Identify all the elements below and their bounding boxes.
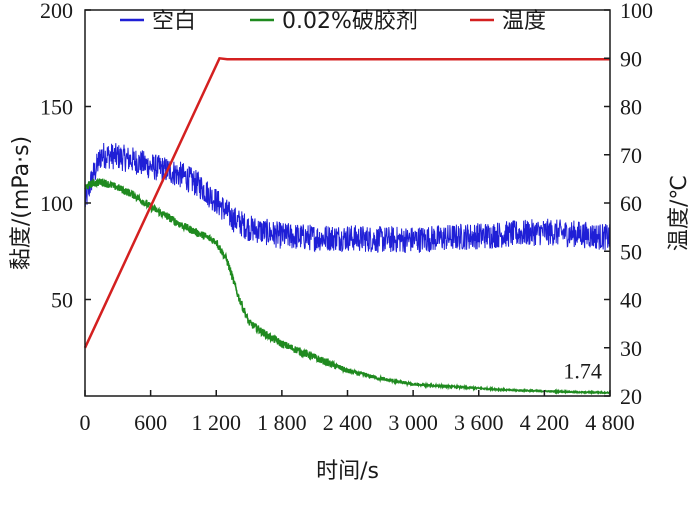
y-right-tick-label: 50 xyxy=(620,239,642,264)
y-right-tick-label: 70 xyxy=(620,143,642,168)
x-tick-label: 1 200 xyxy=(192,410,242,435)
series-line-2 xyxy=(83,56,610,349)
x-axis-title: 时间/s xyxy=(316,459,379,484)
y-left-tick-label: 50 xyxy=(51,288,73,313)
y-right-tick-label: 80 xyxy=(620,95,642,120)
legend: 空白 0.02%破胶剂 温度 xyxy=(120,9,546,34)
series-line-0 xyxy=(84,142,611,253)
y-left-axis-title: 黏度/(mPa·s) xyxy=(9,136,34,270)
plot-lines xyxy=(83,56,611,396)
x-tick-label: 0 xyxy=(80,410,91,435)
axes: 0 600 1 200 1 800 2 400 3 000 3 600 4 200 4 800 5… xyxy=(40,0,653,435)
y-right-tick-label: 90 xyxy=(620,46,642,71)
y-right-tick-label: 60 xyxy=(620,191,642,216)
x-tick-label: 1 800 xyxy=(257,410,307,435)
x-tick-label: 600 xyxy=(134,410,167,435)
x-tick-label: 4 200 xyxy=(520,410,570,435)
y-right-tick-label: 100 xyxy=(620,0,653,23)
x-tick-label: 2 400 xyxy=(323,410,373,435)
labels: 时间/s 黏度/(mPa·s) 温度/℃ 1.74 xyxy=(9,136,692,484)
legend-label-2: 温度 xyxy=(502,9,546,34)
y-left-tick-label: 150 xyxy=(40,95,73,120)
x-tick-label: 4 800 xyxy=(585,410,635,435)
y-right-tick-label: 30 xyxy=(620,336,642,361)
x-tick-label: 3 000 xyxy=(388,410,438,435)
annotation-0: 1.74 xyxy=(563,359,602,384)
legend-label-0: 空白 xyxy=(152,9,196,34)
y-right-tick-label: 20 xyxy=(620,384,642,409)
y-right-axis-title: 温度/℃ xyxy=(667,175,692,251)
plot-frame xyxy=(84,9,611,397)
x-tick-label: 3 600 xyxy=(454,410,504,435)
legend-label-1: 0.02%破胶剂 xyxy=(282,9,418,34)
y-left-tick-label: 200 xyxy=(40,0,73,23)
y-left-tick-label: 100 xyxy=(40,191,73,216)
series-line-1 xyxy=(84,177,611,396)
y-right-tick-label: 40 xyxy=(620,288,642,313)
